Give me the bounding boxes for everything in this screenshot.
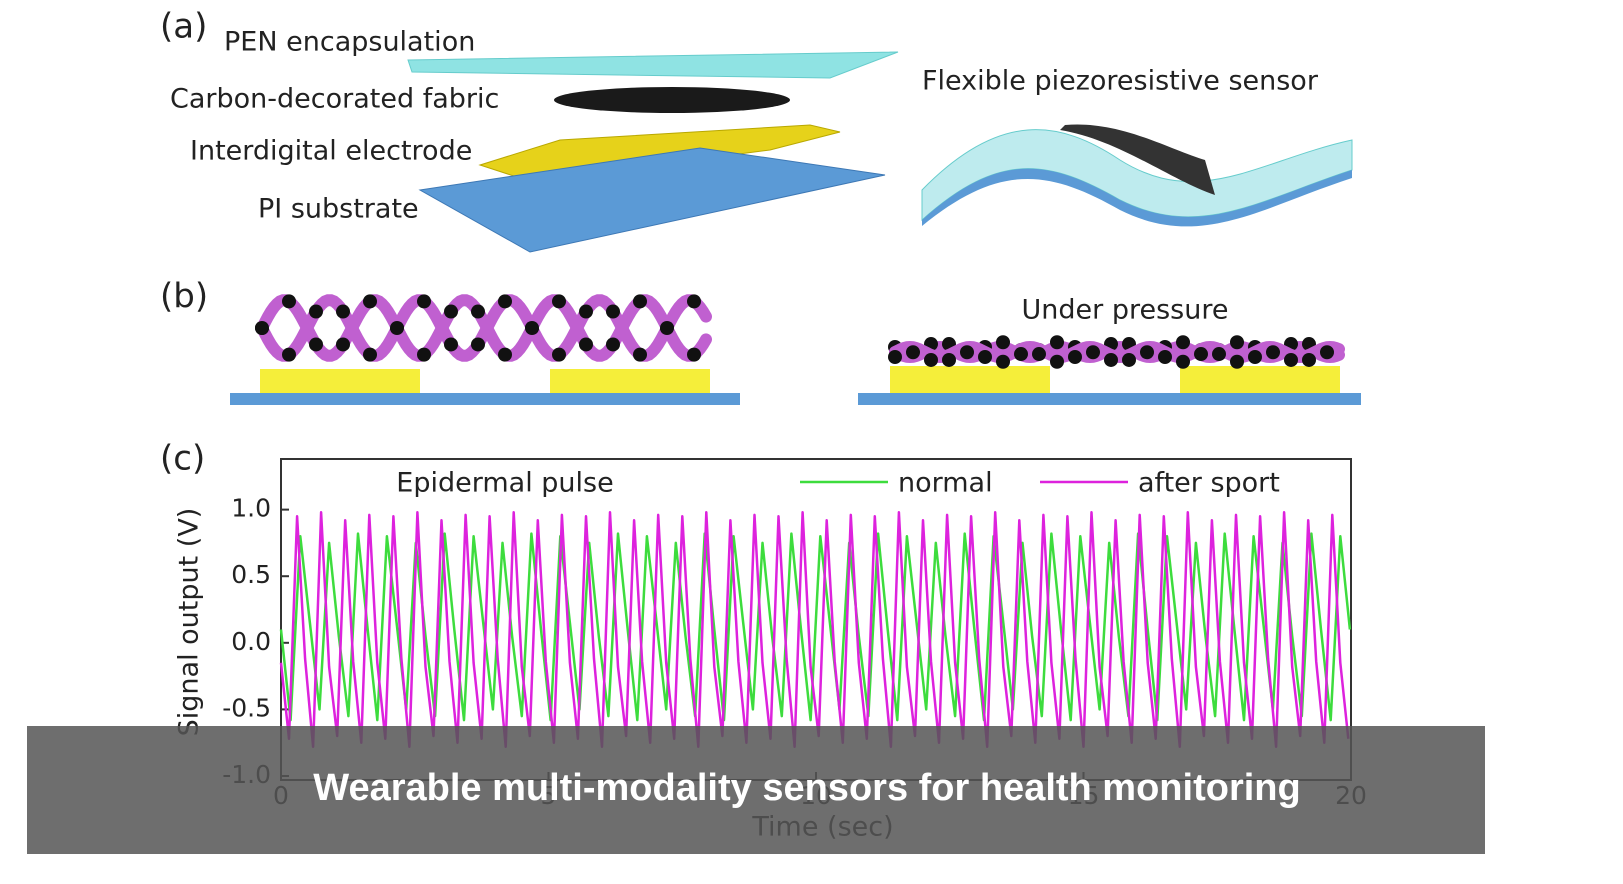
legend-label: after sport xyxy=(1138,468,1280,499)
carbon-particle xyxy=(498,347,512,362)
carbon-particle xyxy=(924,352,938,367)
substrate xyxy=(858,393,1361,405)
carbon-particle xyxy=(552,347,566,362)
carbon-particle xyxy=(1050,335,1064,350)
carbon-particle xyxy=(1158,350,1172,364)
electrode xyxy=(1180,366,1340,393)
y-tick-label: 1.0 xyxy=(231,494,271,523)
carbon-particle xyxy=(390,321,404,335)
carbon-particle xyxy=(471,337,485,352)
carbon-particle xyxy=(1050,354,1064,369)
carbon-particle xyxy=(1230,335,1244,350)
carbon-particle xyxy=(660,321,674,335)
carbon-particle xyxy=(1122,352,1136,367)
substrate xyxy=(230,393,740,405)
panel-label: (a) xyxy=(160,7,207,47)
carbon-particle xyxy=(282,347,296,362)
electrode xyxy=(890,366,1050,393)
carbon-particle xyxy=(1140,345,1154,360)
layer-label: Carbon-decorated fabric xyxy=(170,84,499,115)
carbon-particle xyxy=(552,294,566,309)
carbon-particle xyxy=(1194,347,1208,362)
pressure-label: Under pressure xyxy=(1022,295,1229,326)
carbon-particle xyxy=(1284,352,1298,367)
carbon-particle xyxy=(687,347,701,362)
y-tick-label: -0.5 xyxy=(222,693,271,722)
carbon-particle xyxy=(498,294,512,309)
carbon-particle xyxy=(906,345,920,360)
carbon-particle xyxy=(525,321,539,335)
panel-label: (c) xyxy=(160,439,205,479)
carbon-particle xyxy=(363,294,377,309)
carbon-particle xyxy=(606,337,620,352)
carbon-particle xyxy=(633,294,647,309)
caption-bar xyxy=(27,726,1485,854)
caption: Wearable multi-modality sensors for heal… xyxy=(313,767,1300,809)
carbon-particle xyxy=(1104,352,1118,367)
layer-label: Interdigital electrode xyxy=(190,136,472,167)
carbon-particle xyxy=(606,304,620,319)
carbon-particle xyxy=(417,294,431,309)
annotation: Epidermal pulse xyxy=(396,468,613,499)
electrode xyxy=(550,369,710,393)
carbon-particle xyxy=(309,304,323,319)
electrode xyxy=(260,369,420,393)
carbon-particle xyxy=(633,347,647,362)
y-axis-label: Signal output (V) xyxy=(174,508,205,737)
carbon-particle xyxy=(1266,345,1280,360)
carbon-particle xyxy=(996,335,1010,350)
carbon-particle xyxy=(579,304,593,319)
sensor-substrate xyxy=(922,168,1352,227)
carbon-particle xyxy=(1176,354,1190,369)
carbon-particle xyxy=(336,337,350,352)
pen-layer xyxy=(407,51,899,79)
layer-label: PI substrate xyxy=(258,194,419,225)
carbon-particle xyxy=(1176,335,1190,350)
carbon-particle xyxy=(1032,347,1046,362)
carbon-particle xyxy=(363,347,377,362)
carbon-particle xyxy=(255,321,269,335)
fibers xyxy=(255,294,1345,369)
carbon-particle xyxy=(888,350,902,364)
layer-label: PEN encapsulation xyxy=(224,27,475,58)
carbon-particle xyxy=(444,304,458,319)
carbon-particle xyxy=(309,337,323,352)
carbon-particle xyxy=(942,352,956,367)
carbon-particle xyxy=(444,337,458,352)
carbon-particle xyxy=(336,304,350,319)
series-line xyxy=(279,511,1350,748)
pi-layer xyxy=(418,147,886,253)
carbon-particle xyxy=(1248,350,1262,364)
carbon-particle xyxy=(1086,345,1100,360)
carbon-particle xyxy=(960,345,974,360)
panel-label: (b) xyxy=(160,277,208,317)
y-tick-label: 0.0 xyxy=(231,627,271,656)
sensor-fabric xyxy=(1060,124,1215,195)
carbon-particle xyxy=(687,294,701,309)
carbon-particle xyxy=(978,350,992,364)
fiber xyxy=(256,294,712,362)
carbon-particle xyxy=(996,354,1010,369)
y-tick-label: 0.5 xyxy=(231,560,271,589)
carbon-particle xyxy=(579,337,593,352)
carbon-particle xyxy=(471,304,485,319)
carbon-particle xyxy=(1212,347,1226,362)
carbon-particle xyxy=(1014,347,1028,362)
carbon-particle xyxy=(1320,345,1334,360)
fabric-layer xyxy=(554,87,790,113)
carbon-particle xyxy=(1302,352,1316,367)
carbon-particle xyxy=(1230,354,1244,369)
carbon-particle xyxy=(417,347,431,362)
carbon-particle xyxy=(1068,350,1082,364)
carbon-particle xyxy=(282,294,296,309)
sensor-label: Flexible piezoresistive sensor xyxy=(922,66,1319,97)
legend-label: normal xyxy=(898,468,993,499)
